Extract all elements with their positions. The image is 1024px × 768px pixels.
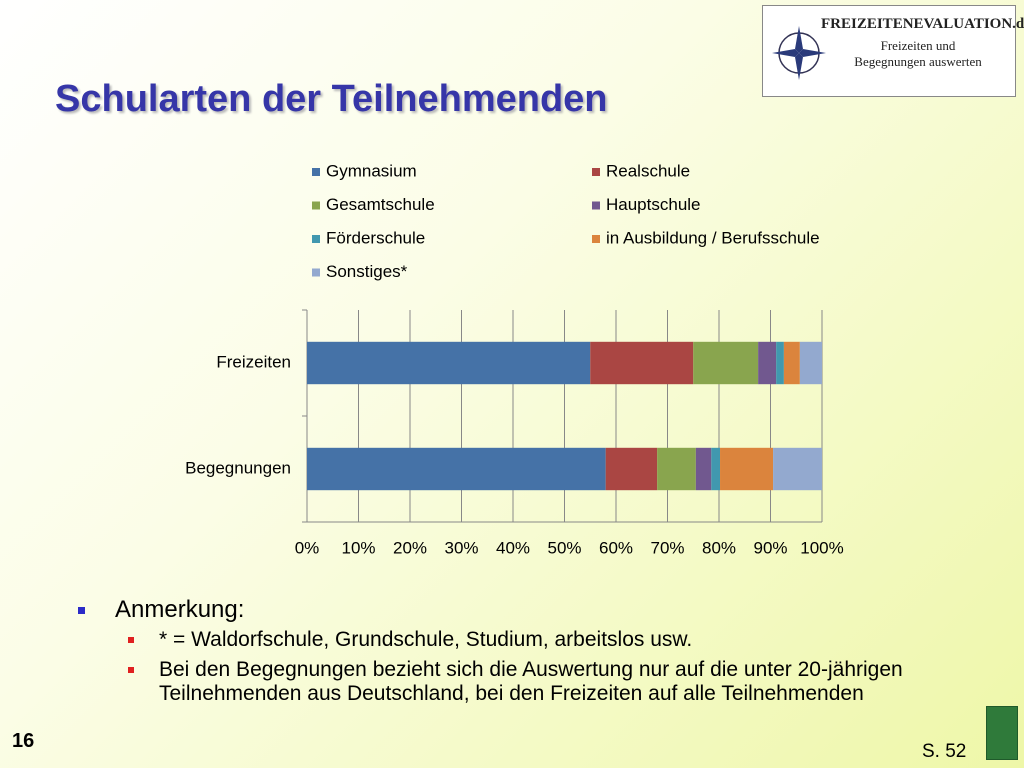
bar-segment	[776, 341, 784, 385]
bar-segment	[799, 341, 822, 385]
x-tick-label: 40%	[496, 538, 530, 557]
legend-label: Sonstiges*	[326, 262, 408, 281]
legend-swatch	[312, 168, 320, 176]
x-tick-label: 20%	[393, 538, 427, 557]
compass-icon	[772, 26, 826, 80]
x-tick-label: 100%	[800, 538, 843, 557]
legend-swatch	[592, 235, 600, 243]
bar-segment	[711, 447, 721, 491]
note-item: Bei den Begegnungen bezieht sich die Aus…	[78, 658, 904, 706]
legend-label: in Ausbildung / Berufsschule	[606, 228, 820, 247]
legend-swatch	[312, 268, 320, 277]
legend-swatch	[592, 168, 600, 176]
x-tick-label: 50%	[547, 538, 581, 557]
bar-segment	[773, 447, 822, 491]
bar-segment	[783, 341, 800, 385]
legend-label: Realschule	[606, 161, 690, 180]
y-tick-label: Freizeiten	[216, 352, 291, 371]
legend-swatch	[312, 235, 320, 243]
x-tick-label: 70%	[650, 538, 684, 557]
legend-label: Gesamtschule	[326, 195, 435, 214]
bar-segment	[695, 447, 712, 491]
bar-segment	[605, 447, 658, 491]
slide-title: Schularten der Teilnehmenden	[55, 78, 608, 120]
bar-segment	[758, 341, 777, 385]
legend-label: Gymnasium	[326, 161, 417, 180]
legend-swatch	[312, 201, 320, 210]
logo-line: Begegnungen auswerten	[854, 54, 982, 69]
page-number: 16	[12, 730, 35, 752]
bar-segment	[720, 447, 774, 491]
x-tick-label: 30%	[444, 538, 478, 557]
x-tick-label: 60%	[599, 538, 633, 557]
notes-heading: Anmerkung:	[78, 596, 988, 624]
book-icon	[986, 706, 1018, 760]
x-tick-label: 90%	[753, 538, 787, 557]
logo-line: Freizeiten und	[880, 38, 956, 53]
source: S. 52	[922, 741, 967, 762]
x-tick-label: 80%	[702, 538, 736, 557]
y-tick-label: Begegnungen	[185, 458, 291, 477]
chart: Gymnasium Realschule Gesamtschule Hauptschu…	[185, 161, 844, 557]
notes: Anmerkung: * = Waldorfschule, Grundschul…	[78, 596, 988, 706]
bar-segment	[590, 341, 694, 385]
legend-swatch	[592, 201, 600, 210]
logo-brand: FREIZEITENEVALUATION.de	[821, 16, 1024, 32]
bar-segment	[693, 341, 759, 385]
logo: FREIZEITENEVALUATION.de Freizeiten und B…	[762, 5, 1024, 97]
legend-label: Förderschule	[326, 228, 425, 247]
note-item: * = Waldorfschule, Grundschule, Studium,…	[78, 628, 904, 652]
legend-label: Hauptschule	[606, 195, 701, 214]
bar-segment	[657, 447, 696, 491]
x-tick-label: 10%	[341, 538, 375, 557]
bar-segment	[307, 341, 591, 385]
bar-segment	[307, 447, 606, 491]
x-tick-label: 0%	[295, 538, 320, 557]
